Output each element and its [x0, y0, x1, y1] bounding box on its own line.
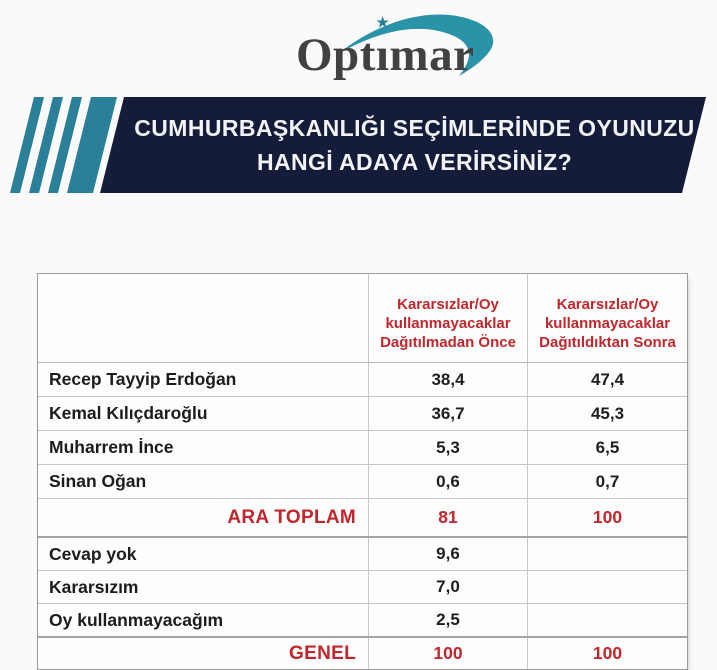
value-after: 0,7	[527, 465, 687, 498]
value-after: 6,5	[527, 431, 687, 464]
table-body: Recep Tayyip Erdoğan 38,4 47,4 Kemal Kıl…	[38, 363, 687, 669]
table-row: GENEL 100 100	[38, 636, 687, 669]
banner-background	[100, 97, 706, 193]
row-label: Recep Tayyip Erdoğan	[49, 369, 237, 389]
logo-wordmark: Optı ★ mar	[296, 16, 475, 82]
row-label: Cevap yok	[49, 543, 137, 564]
value-before: 5,3	[368, 431, 527, 464]
row-label: Muharrem İnce	[49, 437, 174, 457]
table-row: Kararsızım 7,0	[38, 570, 687, 603]
row-label: Kararsızım	[49, 576, 139, 597]
row-label: Kemal Kılıçdaroğlu	[49, 403, 208, 423]
value-after: 100	[527, 499, 687, 536]
value-before: 7,0	[368, 571, 527, 603]
value-after	[527, 571, 687, 603]
table-row: Cevap yok 9,6	[38, 536, 687, 570]
value-after: 45,3	[527, 397, 687, 430]
table-row: ARA TOPLAM 81 100	[38, 498, 687, 536]
table-row: Sinan Oğan 0,6 0,7	[38, 464, 687, 498]
header-before-distribution: Kararsızlar/Oy kullanmayacaklar Dağıtılm…	[368, 274, 527, 362]
logo-text-pre: Opt	[296, 29, 376, 81]
star-icon: ★	[376, 16, 389, 31]
value-before: 9,6	[368, 538, 527, 570]
value-before: 81	[368, 499, 527, 536]
value-before: 0,6	[368, 465, 527, 498]
logo-letter-i: ı ★	[375, 16, 390, 81]
table-row: Muharrem İnce 5,3 6,5	[38, 430, 687, 464]
header-after-distribution: Kararsızlar/Oy kullanmayacaklar Dağıtıld…	[527, 274, 687, 362]
results-table: Kararsızlar/Oy kullanmayacaklar Dağıtılm…	[37, 273, 688, 670]
value-after	[527, 604, 687, 636]
question-line-1: CUMHURBAŞKANLIĞI SEÇİMLERİNDE OYUNUZU	[134, 114, 695, 141]
logo-text-post: mar	[389, 29, 475, 81]
row-label: Oy kullanmayacağım	[49, 609, 224, 630]
table-row: Kemal Kılıçdaroğlu 36,7 45,3	[38, 396, 687, 430]
row-label: ARA TOPLAM	[227, 506, 356, 528]
table-row: Oy kullanmayacağım 2,5	[38, 603, 687, 636]
table-header-row: Kararsızlar/Oy kullanmayacaklar Dağıtılm…	[38, 274, 687, 363]
value-before: 38,4	[368, 363, 527, 396]
row-label: GENEL	[289, 642, 356, 664]
value-before: 36,7	[368, 397, 527, 430]
table-row: Recep Tayyip Erdoğan 38,4 47,4	[38, 363, 687, 396]
optimar-logo: Optı ★ mar	[278, 6, 514, 98]
value-after: 47,4	[527, 363, 687, 396]
swoosh-icon	[338, 14, 494, 76]
question-line-2: HANGİ ADAYA VERİRSİNİZ?	[256, 148, 573, 175]
value-before: 2,5	[368, 604, 527, 636]
question-title: CUMHURBAŞKANLIĞI SEÇİMLERİNDE OYUNUZU HA…	[124, 97, 705, 193]
header-empty	[38, 274, 368, 362]
value-after	[527, 538, 687, 570]
value-after: 100	[527, 638, 687, 669]
title-banner: CUMHURBAŞKANLIĞI SEÇİMLERİNDE OYUNUZU HA…	[0, 97, 717, 193]
row-label: Sinan Oğan	[49, 471, 147, 491]
value-before: 100	[368, 638, 527, 669]
